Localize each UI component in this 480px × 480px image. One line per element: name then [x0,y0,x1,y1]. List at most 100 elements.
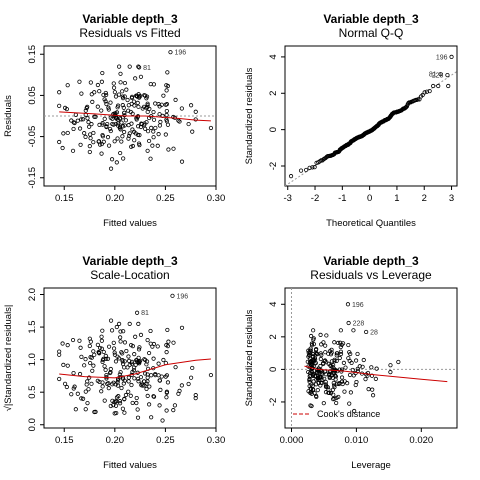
data-point [57,352,62,357]
y-tick-label: -0.05 [27,126,38,148]
y-tick-label: -0.15 [27,167,38,189]
data-point [155,344,160,349]
point-label: 228 [353,321,365,328]
data-point [328,352,334,357]
data-point [145,375,150,380]
x-tick-label: -3 [284,193,292,204]
data-point [89,92,94,97]
panel-title: Variable depth_3 [323,254,419,268]
y-axis-label: √|Standardized residuals| [3,305,14,412]
data-point [88,339,93,344]
y-axis-label: Standardized residuals [244,67,255,164]
data-point [208,125,214,131]
data-point [329,347,334,352]
data-point [138,332,144,338]
data-point [124,87,129,92]
data-point [323,372,329,377]
data-point [146,350,152,356]
data-point [106,344,112,349]
data-point [99,389,104,394]
data-point [164,108,169,114]
data-point [147,402,152,407]
data-point [101,349,106,355]
data-point [179,159,185,164]
point-label: 228 [432,73,444,80]
data-point [321,361,326,367]
data-point [130,343,135,349]
data-point [153,101,158,106]
data-point [135,415,141,420]
data-point [112,139,117,144]
point-label: 196 [352,302,364,309]
data-point [309,341,314,346]
data-point [337,381,342,386]
data-point [87,144,92,149]
data-point [361,357,366,363]
data-point [331,383,337,388]
data-point [311,336,316,341]
data-point [134,395,139,401]
data-point [132,352,137,357]
data-point [97,89,102,94]
data-point [73,112,78,117]
data-point [315,388,320,393]
data-point [136,347,142,352]
data-point [75,118,80,123]
data-point [106,143,112,148]
data-point [114,160,119,165]
data-point [329,359,334,364]
data-point [133,76,138,81]
x-tick-label: -2 [311,193,319,204]
data-point [136,321,141,326]
data-point [103,99,108,104]
data-point [117,321,122,326]
data-point [324,333,329,338]
data-point [170,293,175,298]
data-point [60,145,65,151]
x-tick-label: 0.020 [409,435,433,446]
data-point [334,358,339,363]
data-point [338,328,343,333]
data-point [164,112,169,118]
data-point [319,372,325,377]
y-tick-label: 2.0 [27,288,38,301]
data-point [317,375,323,380]
data-point [87,375,92,380]
data-point [135,100,140,105]
data-point [142,357,147,362]
data-point [73,407,78,412]
data-point [148,156,153,161]
data-point [310,165,315,170]
data-point [61,362,66,368]
data-point [307,379,312,384]
y-axis-label: Standardized residuals [244,309,255,406]
data-point [353,382,358,388]
plot-frame [284,287,458,429]
x-tick-label: 1 [394,193,399,204]
data-point [349,360,354,365]
data-point [88,132,93,137]
data-point [332,373,338,378]
data-point [88,80,93,85]
x-tick-label: 2 [422,193,427,204]
y-axis-label: Residuals [3,95,14,137]
data-point [126,103,131,108]
data-point [112,350,117,355]
data-point [388,370,393,375]
data-point [319,158,324,163]
panel-title: Variable depth_3 [82,12,178,26]
data-point [118,339,123,344]
data-point [85,116,90,121]
x-tick-label: 0.25 [156,435,175,446]
data-point [119,350,124,355]
data-point [107,370,113,376]
data-point [130,143,135,149]
point-label: 196 [436,54,448,61]
y-tick-label: 1.0 [27,353,38,366]
data-point [143,371,148,376]
data-point [147,384,152,389]
data-point [120,376,126,381]
data-point [360,364,365,369]
